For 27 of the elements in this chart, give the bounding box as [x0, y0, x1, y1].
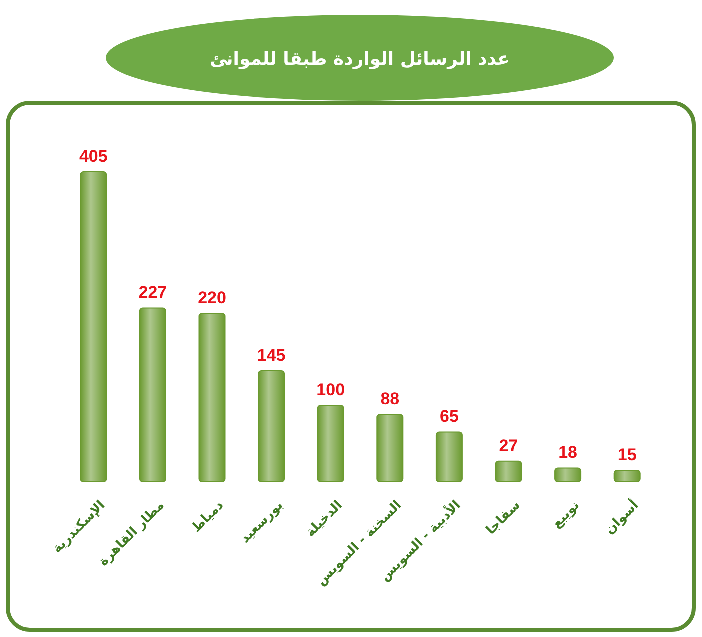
x-tick-label: نويبع — [550, 498, 583, 532]
data-label: 88 — [380, 390, 400, 409]
data-label: 100 — [316, 380, 346, 400]
bar — [495, 460, 522, 482]
data-label: 18 — [558, 443, 578, 462]
data-label: 27 — [499, 436, 518, 456]
x-tick-label: دمياط — [189, 498, 228, 536]
bar — [258, 370, 286, 482]
x-tick-label: أسوان — [601, 496, 642, 538]
bar — [376, 414, 404, 482]
x-tick-label: سفاجا — [484, 498, 524, 538]
bar — [80, 172, 108, 482]
data-label: 405 — [79, 147, 108, 166]
bar — [436, 432, 463, 482]
bar — [614, 470, 641, 482]
x-tick-label: بورسعيد — [238, 498, 286, 547]
bar — [198, 313, 226, 482]
bar — [317, 404, 344, 482]
data-label: 220 — [198, 288, 226, 308]
bar — [554, 468, 582, 482]
x-tick-label: الدخيلة — [303, 498, 346, 540]
data-label: 145 — [257, 346, 286, 366]
data-label: 65 — [440, 407, 459, 426]
data-label: 15 — [618, 446, 637, 465]
data-label: 227 — [138, 283, 168, 302]
bar — [139, 308, 166, 482]
chart-title: عدد الرسائل الواردة طبقا للموانئ — [210, 49, 510, 70]
